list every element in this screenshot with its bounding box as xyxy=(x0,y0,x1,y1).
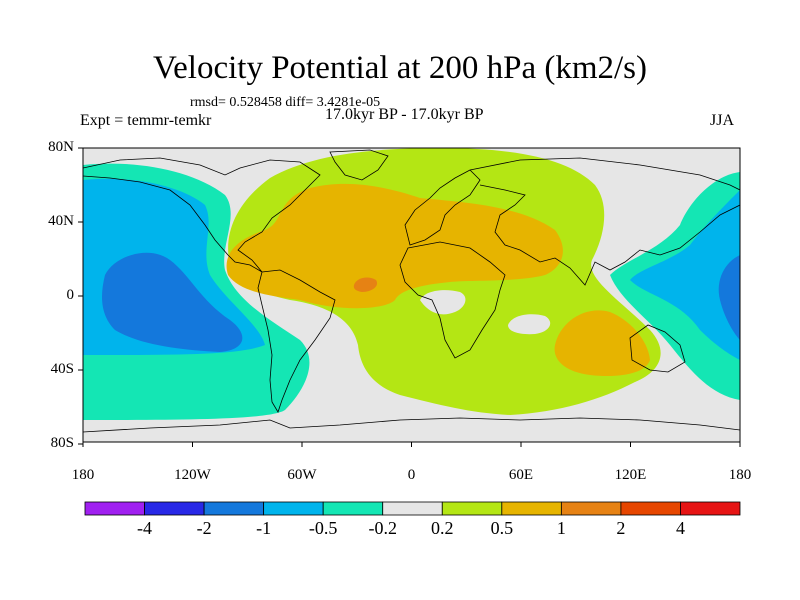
coast-africa xyxy=(399,241,506,359)
colorbar-label: -1 xyxy=(256,518,272,538)
colorbar-swatch xyxy=(144,501,205,516)
colorbar-label: 4 xyxy=(675,518,685,538)
lat-tick-label: 40N xyxy=(48,213,74,229)
colorbar-swatch xyxy=(441,501,503,516)
lon-tick-label: 120E xyxy=(614,467,647,483)
lat-tick-label: 80S xyxy=(50,435,74,451)
coast-north-america xyxy=(83,157,321,273)
contour-positive-higher xyxy=(226,183,563,309)
contour-zero-hole-indian xyxy=(508,314,551,335)
lon-ticks xyxy=(82,442,741,447)
colorbar-label: -2 xyxy=(196,518,212,538)
coast-antarctica xyxy=(83,417,740,433)
lon-tick-label: 60W xyxy=(287,467,317,483)
colorbar-swatch xyxy=(501,501,562,516)
colorbar-label: -0.2 xyxy=(368,518,397,538)
coastlines xyxy=(83,149,740,433)
season-label: JJA xyxy=(710,112,735,129)
colorbar-label: 0.5 xyxy=(490,518,514,538)
stats-label: rmsd= 0.528458 diff= 3.4281e-05 xyxy=(190,95,381,110)
lat-tick-label: 40S xyxy=(50,361,74,377)
colorbar-swatch xyxy=(382,501,443,516)
lon-tick-label: 180 xyxy=(728,467,752,483)
lon-tick-label: 0 xyxy=(407,467,416,483)
colorbar-swatch xyxy=(84,501,145,516)
lon-tick-label: 120W xyxy=(174,467,211,483)
colorbar xyxy=(84,501,741,516)
lon-tick-label: 180 xyxy=(71,467,95,483)
colorbar-swatch xyxy=(560,501,622,516)
lat-tick-label: 80N xyxy=(48,139,74,155)
colorbar-swatch xyxy=(620,501,681,516)
chart-title: Velocity Potential at 200 hPa (km2/s) xyxy=(152,50,648,86)
experiment-label: Expt = temmr-temkr xyxy=(80,112,212,129)
contour-zero-hole-africa xyxy=(420,290,466,315)
coast-asia xyxy=(469,157,740,286)
colorbar-swatch xyxy=(322,501,384,516)
lat-tick-label: 0 xyxy=(66,287,75,303)
colorbar-label: 0.2 xyxy=(431,518,454,538)
colorbar-label: 2 xyxy=(616,518,626,538)
colorbar-swatch xyxy=(680,501,741,516)
contour-pacific-lowest xyxy=(102,252,243,352)
period-label: 17.0kyr BP - 17.0kyr BP xyxy=(325,106,484,123)
coast-greenland xyxy=(329,149,389,181)
coast-south-america xyxy=(257,269,336,413)
colorbar-label: -4 xyxy=(137,518,153,538)
coast-australia xyxy=(629,324,686,373)
contour-westpac-lower xyxy=(630,190,740,360)
coast-europe xyxy=(404,169,481,246)
contour-westpac-lowest xyxy=(718,255,740,340)
lon-tick-label: 60E xyxy=(508,467,534,483)
contour-positive-highest xyxy=(353,277,378,292)
colorbar-swatch xyxy=(203,501,265,516)
contour-indian-higher xyxy=(554,310,650,377)
colorbar-label: 1 xyxy=(556,518,566,538)
lat-ticks xyxy=(78,147,83,445)
colorbar-swatch xyxy=(263,501,324,516)
colorbar-label: -0.5 xyxy=(308,518,338,538)
